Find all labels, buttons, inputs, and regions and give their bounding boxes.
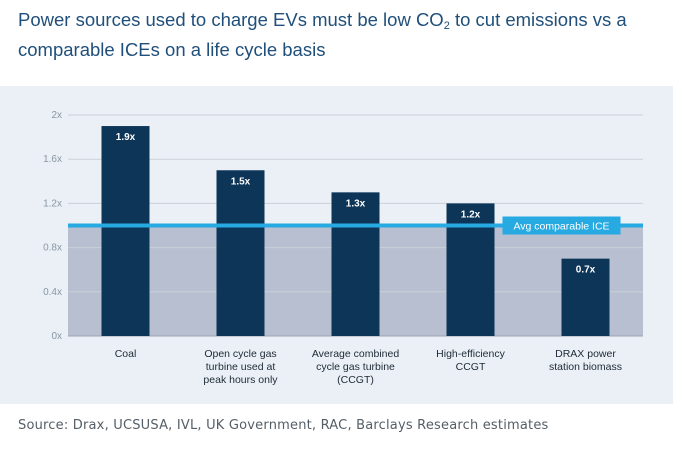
x-category-label: Coal bbox=[115, 348, 137, 360]
bar bbox=[216, 170, 265, 336]
bar bbox=[446, 203, 495, 336]
title-line2: comparable ICEs on a life cycle basis bbox=[18, 39, 326, 60]
x-category-label: (CCGT) bbox=[337, 374, 374, 386]
title-line1-suffix: to cut emissions vs a bbox=[449, 9, 627, 30]
bar-value-label: 0.7x bbox=[576, 265, 596, 276]
bar-value-label: 1.5x bbox=[231, 176, 251, 187]
x-category-label: peak hours only bbox=[203, 374, 278, 386]
x-category-label: station biomass bbox=[549, 361, 622, 373]
title-subscript: 2 bbox=[443, 20, 450, 32]
title-line1-prefix: Power sources used to charge EVs must be… bbox=[18, 9, 444, 30]
bar-value-label: 1.9x bbox=[116, 132, 136, 143]
y-tick-label: 0x bbox=[51, 331, 62, 342]
y-tick-label: 0.8x bbox=[43, 243, 62, 254]
y-tick-label: 0.4x bbox=[43, 287, 62, 298]
bar-value-label: 1.3x bbox=[346, 198, 366, 209]
x-category-label: CCGT bbox=[456, 361, 486, 373]
reference-label: Avg comparable ICE bbox=[513, 221, 609, 233]
y-tick-label: 1.2x bbox=[43, 198, 62, 209]
x-category-label: Open cycle gas bbox=[204, 348, 276, 360]
x-category-label: cycle gas turbine bbox=[316, 361, 395, 373]
bar bbox=[561, 258, 610, 336]
bar-value-label: 1.2x bbox=[461, 209, 481, 220]
x-category-label: High-efficiency bbox=[436, 348, 505, 360]
x-category-label: turbine used at bbox=[206, 361, 276, 373]
reference-label-box bbox=[502, 216, 621, 235]
x-category-label: DRAX power bbox=[555, 348, 616, 360]
source-note: Source: Drax, UCSUSA, IVL, UK Government… bbox=[18, 418, 549, 433]
x-category-label: Average combined bbox=[312, 348, 400, 360]
bar bbox=[331, 192, 380, 336]
bar bbox=[101, 126, 150, 336]
y-tick-label: 1.6x bbox=[43, 154, 62, 165]
y-tick-label: 2x bbox=[51, 110, 62, 121]
chart-title: Power sources used to charge EVs must be… bbox=[18, 8, 668, 61]
